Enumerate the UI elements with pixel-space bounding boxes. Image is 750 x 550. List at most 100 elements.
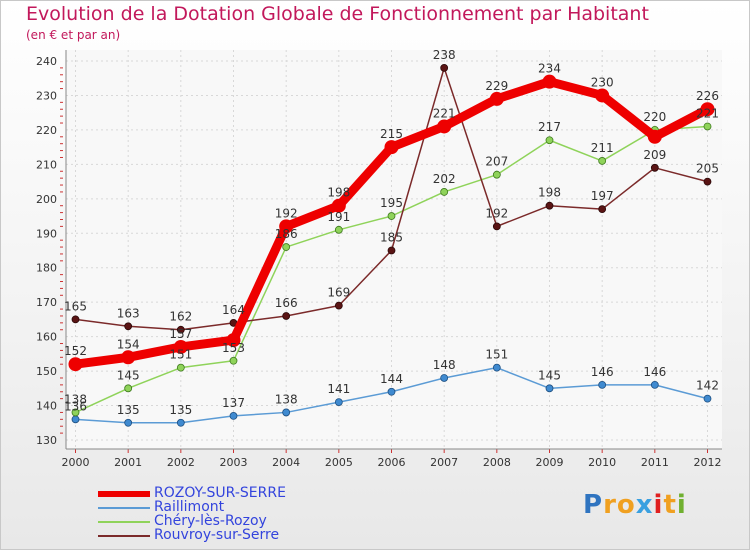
data-point (173, 339, 188, 354)
data-point (703, 177, 712, 186)
data-point (282, 243, 291, 251)
data-label: 141 (327, 382, 350, 396)
y-tick-label: 130 (36, 434, 57, 447)
data-label: 146 (643, 365, 666, 379)
legend-swatch-raillimont (98, 507, 150, 509)
data-point (492, 363, 501, 372)
data-point (334, 301, 343, 310)
legend-label-rouvroy: Rouvroy-sur-Serre (154, 527, 280, 543)
data-point (334, 225, 343, 234)
data-point (598, 157, 607, 165)
data-label: 220 (643, 110, 666, 124)
data-label: 217 (538, 120, 561, 134)
x-tick-label: 2000 (62, 456, 90, 469)
data-label: 226 (696, 89, 719, 103)
data-point (492, 222, 501, 231)
data-point (440, 374, 449, 382)
data-point (226, 333, 241, 348)
data-label: 238 (433, 48, 456, 62)
data-label: 135 (169, 403, 192, 417)
x-tick-label: 2006 (378, 456, 406, 469)
y-tick-label: 200 (36, 193, 57, 206)
logo-letter: t (663, 490, 677, 520)
data-label: 138 (64, 392, 87, 406)
data-label: 162 (169, 310, 192, 324)
data-point (545, 136, 554, 145)
data-label: 209 (643, 148, 666, 162)
x-tick-label: 2007 (430, 456, 458, 469)
data-label: 142 (696, 379, 719, 393)
data-label: 163 (117, 306, 140, 320)
y-tick-label: 210 (36, 158, 57, 171)
data-label: 215 (380, 127, 403, 141)
data-point (71, 315, 80, 324)
y-tick-label: 190 (36, 227, 57, 240)
data-point (229, 356, 238, 365)
logo-letter: o (616, 490, 636, 520)
x-tick-label: 2012 (694, 456, 722, 469)
data-label: 192 (485, 206, 508, 220)
data-label: 221 (696, 106, 719, 120)
data-label: 192 (275, 206, 298, 220)
y-tick-label: 160 (36, 331, 57, 344)
data-point (331, 198, 346, 213)
y-tick-label: 140 (36, 400, 57, 413)
legend-label-raillimont: Raillimont (154, 499, 225, 515)
data-point (282, 408, 291, 417)
data-point (598, 205, 607, 214)
data-label: 207 (485, 155, 508, 169)
y-tick-label: 170 (36, 296, 57, 309)
data-point (71, 408, 80, 417)
legend-swatch-rouvroy (98, 535, 150, 537)
data-label: 136 (64, 399, 87, 413)
logo-letter: x (635, 490, 654, 520)
data-point (650, 163, 659, 172)
x-tick-label: 2002 (167, 456, 195, 469)
chart-title: Evolution de la Dotation Globale de Fonc… (26, 3, 649, 25)
data-point (68, 357, 83, 372)
proxiti-logo: Proxiti (583, 490, 687, 520)
y-tick-label: 240 (36, 55, 57, 68)
y-tick-label: 150 (36, 365, 57, 378)
data-label: 191 (327, 210, 350, 224)
x-tick-label: 2004 (272, 456, 300, 469)
data-label: 205 (696, 162, 719, 176)
data-label: 169 (327, 286, 350, 300)
data-label: 153 (222, 341, 245, 355)
data-point (384, 140, 399, 155)
data-point (176, 418, 185, 427)
data-point (124, 418, 133, 427)
y-tick-label: 220 (36, 124, 57, 137)
data-point (598, 380, 607, 389)
data-point (71, 415, 80, 424)
data-label: 144 (380, 372, 403, 386)
data-point (595, 88, 610, 103)
data-label: 151 (485, 348, 508, 362)
data-point (334, 398, 343, 407)
x-tick-label: 2003 (220, 456, 248, 469)
data-point (124, 384, 133, 393)
x-tick-label: 2009 (536, 456, 564, 469)
data-label: 148 (433, 358, 456, 372)
data-point (176, 363, 185, 372)
data-point (492, 170, 501, 179)
x-tick-label: 2005 (325, 456, 353, 469)
data-point (650, 380, 659, 389)
data-label: 154 (117, 337, 140, 351)
data-label: 197 (591, 189, 614, 203)
data-point (282, 312, 291, 320)
data-label: 145 (117, 368, 140, 382)
data-point (545, 384, 554, 393)
x-tick-label: 2010 (588, 456, 616, 469)
legend-swatch-rozoy (98, 491, 150, 497)
data-point (387, 246, 396, 255)
legend-label-rozoy: ROZOY-SUR-SERRE (154, 485, 286, 501)
data-label: 146 (591, 365, 614, 379)
data-label: 230 (591, 75, 614, 89)
data-label: 145 (538, 368, 561, 382)
data-label: 185 (380, 231, 403, 245)
data-point (703, 122, 712, 131)
data-label: 157 (169, 327, 192, 341)
x-tick-label: 2008 (483, 456, 511, 469)
data-label: 211 (591, 141, 614, 155)
